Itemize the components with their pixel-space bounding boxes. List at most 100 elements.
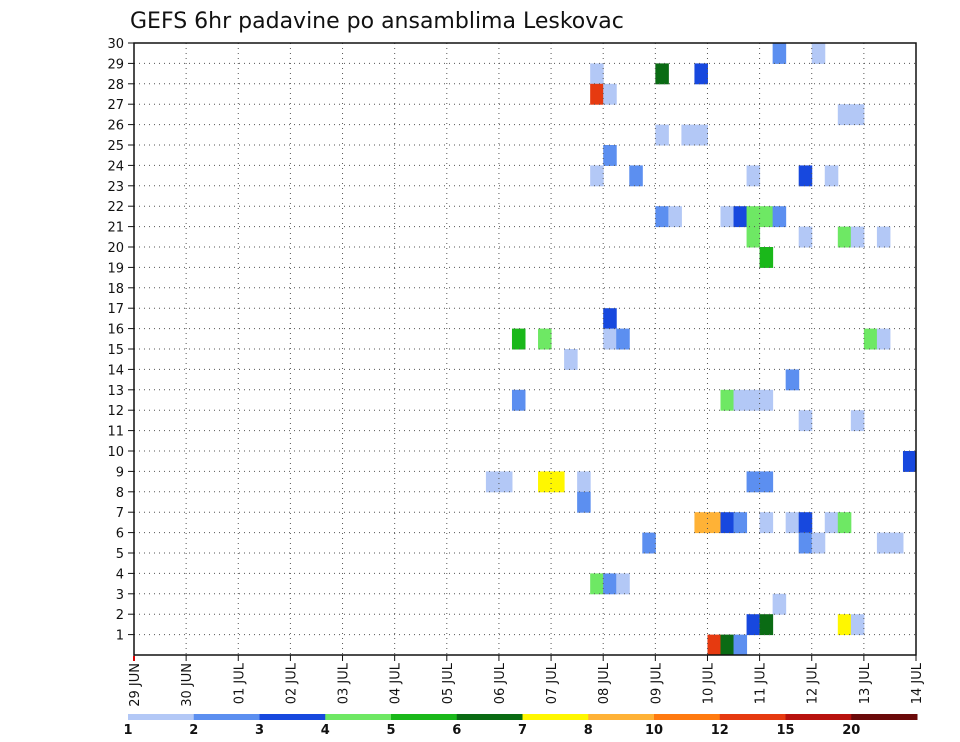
x-tick-label: 10 JUL — [701, 662, 716, 704]
heatmap-cell — [655, 63, 669, 85]
x-tick-label: 06 JUL — [493, 662, 508, 704]
colorbar-segment — [785, 714, 852, 720]
heatmap-cell — [629, 165, 643, 187]
heatmap-cell — [772, 206, 787, 228]
colorbar-segment — [259, 714, 326, 720]
colorbar-label: 2 — [189, 723, 198, 738]
heatmap-cell — [616, 328, 630, 350]
heatmap-cell — [733, 512, 748, 534]
grid-layer — [134, 43, 916, 655]
y-tick-label: 22 — [107, 200, 124, 215]
heatmap-cell — [746, 614, 761, 636]
heatmap-cell — [746, 165, 761, 187]
y-tick-label: 2 — [116, 608, 124, 623]
heatmap-cell — [707, 634, 721, 656]
heatmap-cell — [772, 43, 787, 64]
heatmap-cell — [655, 124, 669, 146]
x-axis: 29 JUN 30 JUN 01 JUL 02 JUL 03 JUL 04 JUL 05 J… — [128, 655, 925, 707]
x-tick-label: 05 JUL — [441, 662, 456, 704]
y-tick-label: 8 — [116, 486, 124, 501]
y-tick-label: 28 — [107, 78, 124, 93]
heatmap-cell — [798, 226, 813, 248]
y-tick-label: 26 — [107, 119, 124, 134]
colorbar-segment — [128, 714, 195, 720]
colorbar-segment — [193, 714, 260, 720]
heatmap-cell — [577, 491, 591, 513]
y-tick-label: 7 — [116, 506, 124, 521]
heatmap-cell — [902, 451, 917, 472]
y-tick-label: 21 — [107, 221, 124, 236]
heatmap-cell — [681, 124, 695, 146]
colorbar-segment — [456, 714, 523, 720]
y-tick-label: 20 — [107, 241, 124, 256]
heatmap-cell — [694, 512, 708, 534]
y-tick-label: 3 — [116, 588, 124, 603]
heatmap-cell — [824, 165, 839, 187]
heatmap-cell — [837, 512, 852, 534]
colorbar: 1 2 3 4 5 6 7 8 10 12 15 20 — [123, 714, 918, 738]
y-tick-label: 19 — [107, 261, 124, 276]
heatmap-cell — [850, 226, 865, 248]
heatmap-cell — [720, 206, 735, 228]
x-tick-label: 02 JUL — [284, 662, 299, 704]
heatmap-cell — [616, 573, 630, 595]
heatmap-cell — [850, 104, 865, 126]
colorbar-label: 3 — [255, 723, 264, 738]
heatmap-cell — [785, 369, 800, 391]
y-tick-label: 16 — [107, 323, 124, 338]
colorbar-label: 6 — [452, 723, 461, 738]
heatmap-cell — [590, 63, 604, 85]
heatmap-cell — [746, 226, 761, 248]
heatmap-cell — [733, 389, 748, 411]
heatmap-cell — [694, 63, 708, 85]
y-tick-label: 30 — [107, 37, 124, 52]
heatmap-cell — [564, 349, 578, 370]
heatmap-cell — [876, 226, 891, 248]
x-tick-label: 09 JUL — [649, 662, 664, 704]
y-tick-label: 11 — [107, 425, 124, 440]
heatmap-cell — [824, 512, 839, 534]
heatmap-cell — [785, 512, 800, 534]
y-tick-label: 18 — [107, 282, 124, 297]
heatmap-cell — [863, 328, 878, 350]
x-tick-label: 12 JUL — [806, 662, 821, 704]
heatmap-cell — [811, 532, 826, 554]
colorbar-label: 1 — [123, 723, 132, 738]
heatmap-cell — [668, 206, 682, 228]
colorbar-label: 4 — [321, 723, 330, 738]
colorbar-segment — [654, 714, 721, 720]
y-tick-label: 23 — [107, 180, 124, 195]
colorbar-label: 20 — [842, 723, 860, 738]
colorbar-segment — [391, 714, 458, 720]
x-tick-label: 03 JUL — [337, 662, 352, 704]
heatmap-cell — [759, 471, 774, 493]
y-tick-label: 17 — [107, 302, 124, 317]
heatmap-cell — [590, 573, 604, 595]
heatmap-cell — [837, 614, 852, 636]
cells-layer — [485, 43, 917, 656]
heatmap-cell — [746, 471, 761, 493]
heatmap-cell — [590, 83, 604, 105]
heatmap-cell — [603, 328, 617, 350]
heatmap-cell — [759, 247, 774, 268]
colorbar-label: 10 — [645, 723, 663, 738]
y-tick-label: 27 — [107, 98, 124, 113]
heatmap-cell — [720, 634, 735, 656]
heatmap-cell — [511, 328, 526, 350]
heatmap-cell — [837, 104, 852, 126]
colorbar-label: 12 — [711, 723, 729, 738]
y-tick-label: 12 — [107, 404, 124, 419]
y-tick-label: 25 — [107, 139, 124, 154]
x-tick-label: 08 JUL — [597, 662, 612, 704]
y-tick-label: 9 — [116, 465, 124, 480]
heatmap-cell — [577, 471, 591, 493]
heatmap-cell — [733, 634, 748, 656]
chart-title: GEFS 6hr padavine po ansamblima Leskovac — [130, 9, 624, 34]
heatmap-cell — [538, 328, 552, 350]
colorbar-label: 8 — [584, 723, 593, 738]
heatmap-cell — [798, 410, 813, 432]
heatmap-cell — [720, 389, 735, 411]
y-tick-label: 5 — [116, 547, 124, 562]
heatmap-cell — [733, 206, 748, 228]
